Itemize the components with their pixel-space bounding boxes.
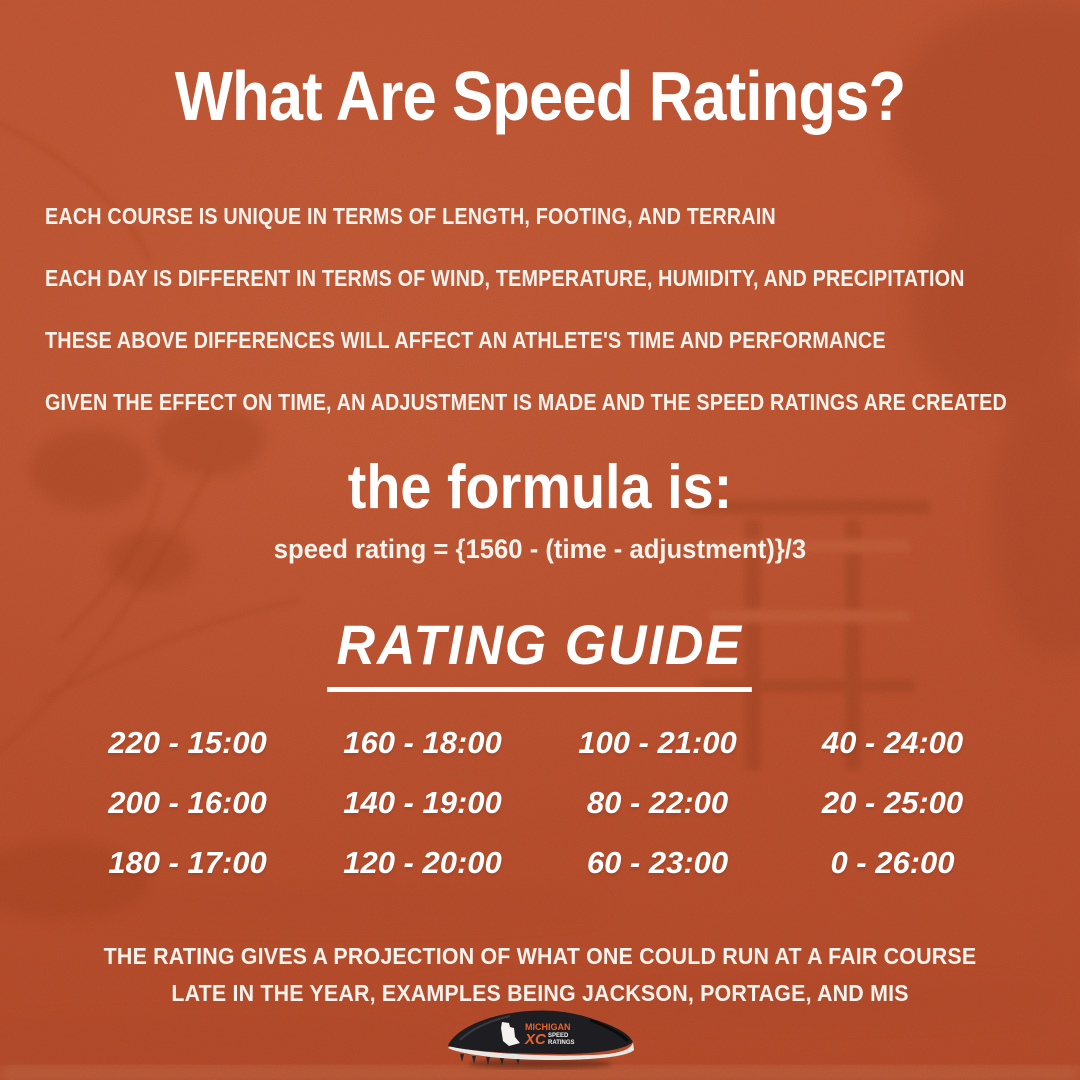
rating-cell: 220 - 15:00 — [108, 725, 267, 760]
rating-cell: 0 - 26:00 — [830, 845, 955, 880]
formula-heading: the formula is: — [347, 453, 733, 522]
footer-note: THE RATING GIVES A PROJECTION OF WHAT ON… — [103, 943, 977, 1006]
bullet-list: EACH COURSE IS UNIQUE IN TERMS OF LENGTH… — [45, 200, 1045, 448]
bullet-course: EACH COURSE IS UNIQUE IN TERMS OF LENGTH… — [45, 203, 776, 229]
bullet-day: EACH DAY IS DIFFERENT IN TERMS OF WIND, … — [45, 265, 965, 291]
rating-guide-table: 220 - 15:00 160 - 18:00 100 - 21:00 40 -… — [70, 726, 1010, 880]
bullet-adjustment: GIVEN THE EFFECT ON TIME, AN ADJUSTMENT … — [45, 389, 1007, 415]
rating-guide-heading: RATING GUIDE — [327, 612, 753, 692]
rating-cell: 80 - 22:00 — [586, 785, 729, 820]
rating-cell: 120 - 20:00 — [343, 845, 502, 880]
rating-cell: 160 - 18:00 — [343, 725, 502, 760]
rating-cell: 100 - 21:00 — [578, 725, 737, 760]
formula-expression: speed rating = {1560 - (time - adjustmen… — [273, 534, 807, 564]
rating-cell: 200 - 16:00 — [108, 785, 267, 820]
shoe-shadow — [468, 1059, 612, 1069]
rating-cell: 20 - 25:00 — [821, 785, 964, 820]
logo-brand-sub2: RATINGS — [548, 1040, 575, 1046]
rating-cell: 60 - 23:00 — [586, 845, 729, 880]
rating-cell: 140 - 19:00 — [343, 785, 502, 820]
bullet-differences: THESE ABOVE DIFFERENCES WILL AFFECT AN A… — [45, 327, 886, 353]
michigan-xc-logo: MICHIGAN XC SPEED RATINGS — [448, 1010, 634, 1069]
page-title: What Are Speed Ratings? — [174, 57, 906, 135]
rating-cell: 180 - 17:00 — [108, 845, 267, 880]
rating-cell: 40 - 24:00 — [821, 725, 964, 760]
logo-brand-main: XC — [524, 1031, 547, 1048]
rating-guide-heading-wrap: RATING GUIDE — [0, 612, 1080, 692]
logo-brand-sub1: SPEED — [548, 1033, 569, 1039]
